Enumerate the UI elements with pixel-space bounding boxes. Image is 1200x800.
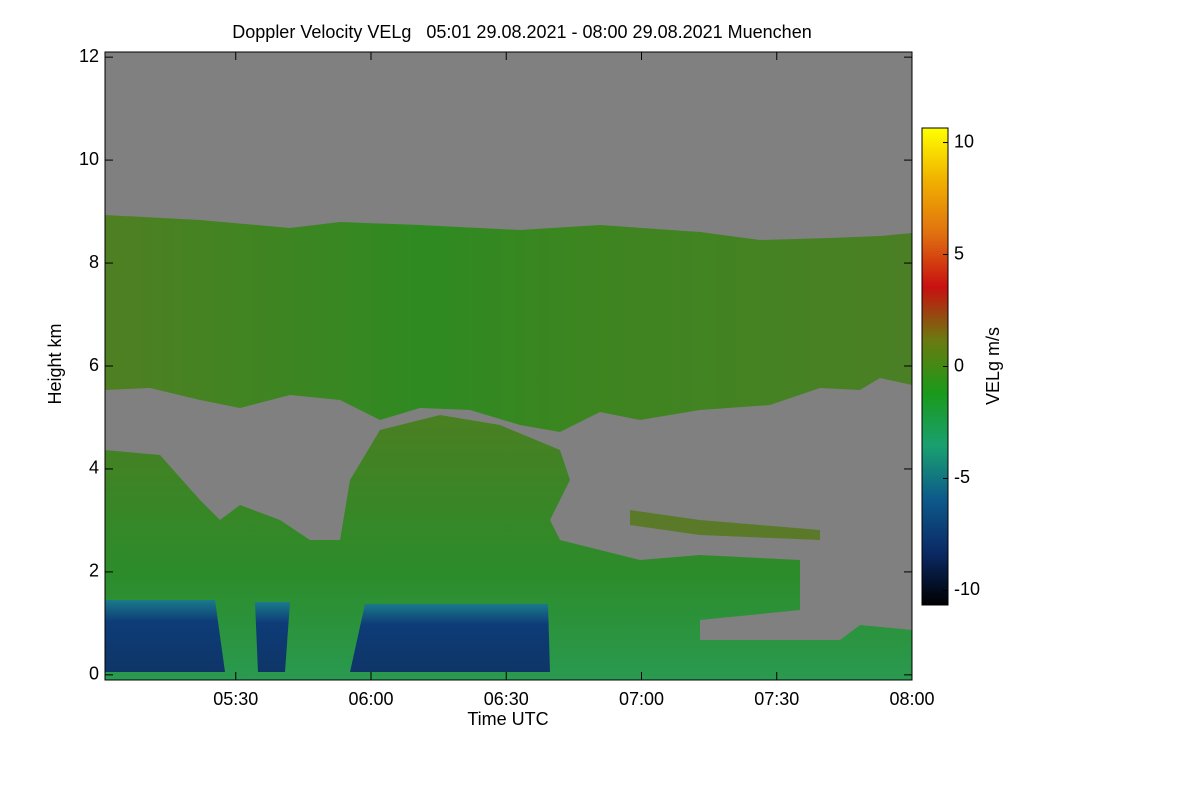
colorbar-tick-label: -10 (954, 579, 980, 599)
colorbar-tick-label: -5 (954, 467, 970, 487)
y-tick-label: 4 (89, 458, 99, 478)
colorbar-tick-label: 10 (954, 131, 974, 151)
x-tick-label: 07:00 (619, 689, 664, 709)
y-tick-label: 8 (89, 252, 99, 272)
x-tick-label: 07:30 (754, 689, 799, 709)
heatmap-field (105, 52, 912, 680)
colorbar-tick-label: 5 (954, 243, 964, 263)
y-tick-label: 2 (89, 561, 99, 581)
x-tick-label: 08:00 (889, 689, 934, 709)
y-tick-label: 0 (89, 664, 99, 684)
colorbar-label: VELg m/s (983, 327, 1003, 405)
y-tick-label: 10 (79, 149, 99, 169)
y-tick-label: 6 (89, 355, 99, 375)
x-tick-label: 06:00 (348, 689, 393, 709)
x-axis-label: Time UTC (467, 709, 548, 729)
x-tick-label: 06:30 (484, 689, 529, 709)
y-tick-label: 12 (79, 46, 99, 66)
x-tick-label: 05:30 (213, 689, 258, 709)
y-axis-label: Height km (45, 323, 65, 404)
colorbar-tick-label: 0 (954, 355, 964, 375)
chart-title: Doppler Velocity VELg 05:01 29.08.2021 -… (232, 22, 811, 42)
